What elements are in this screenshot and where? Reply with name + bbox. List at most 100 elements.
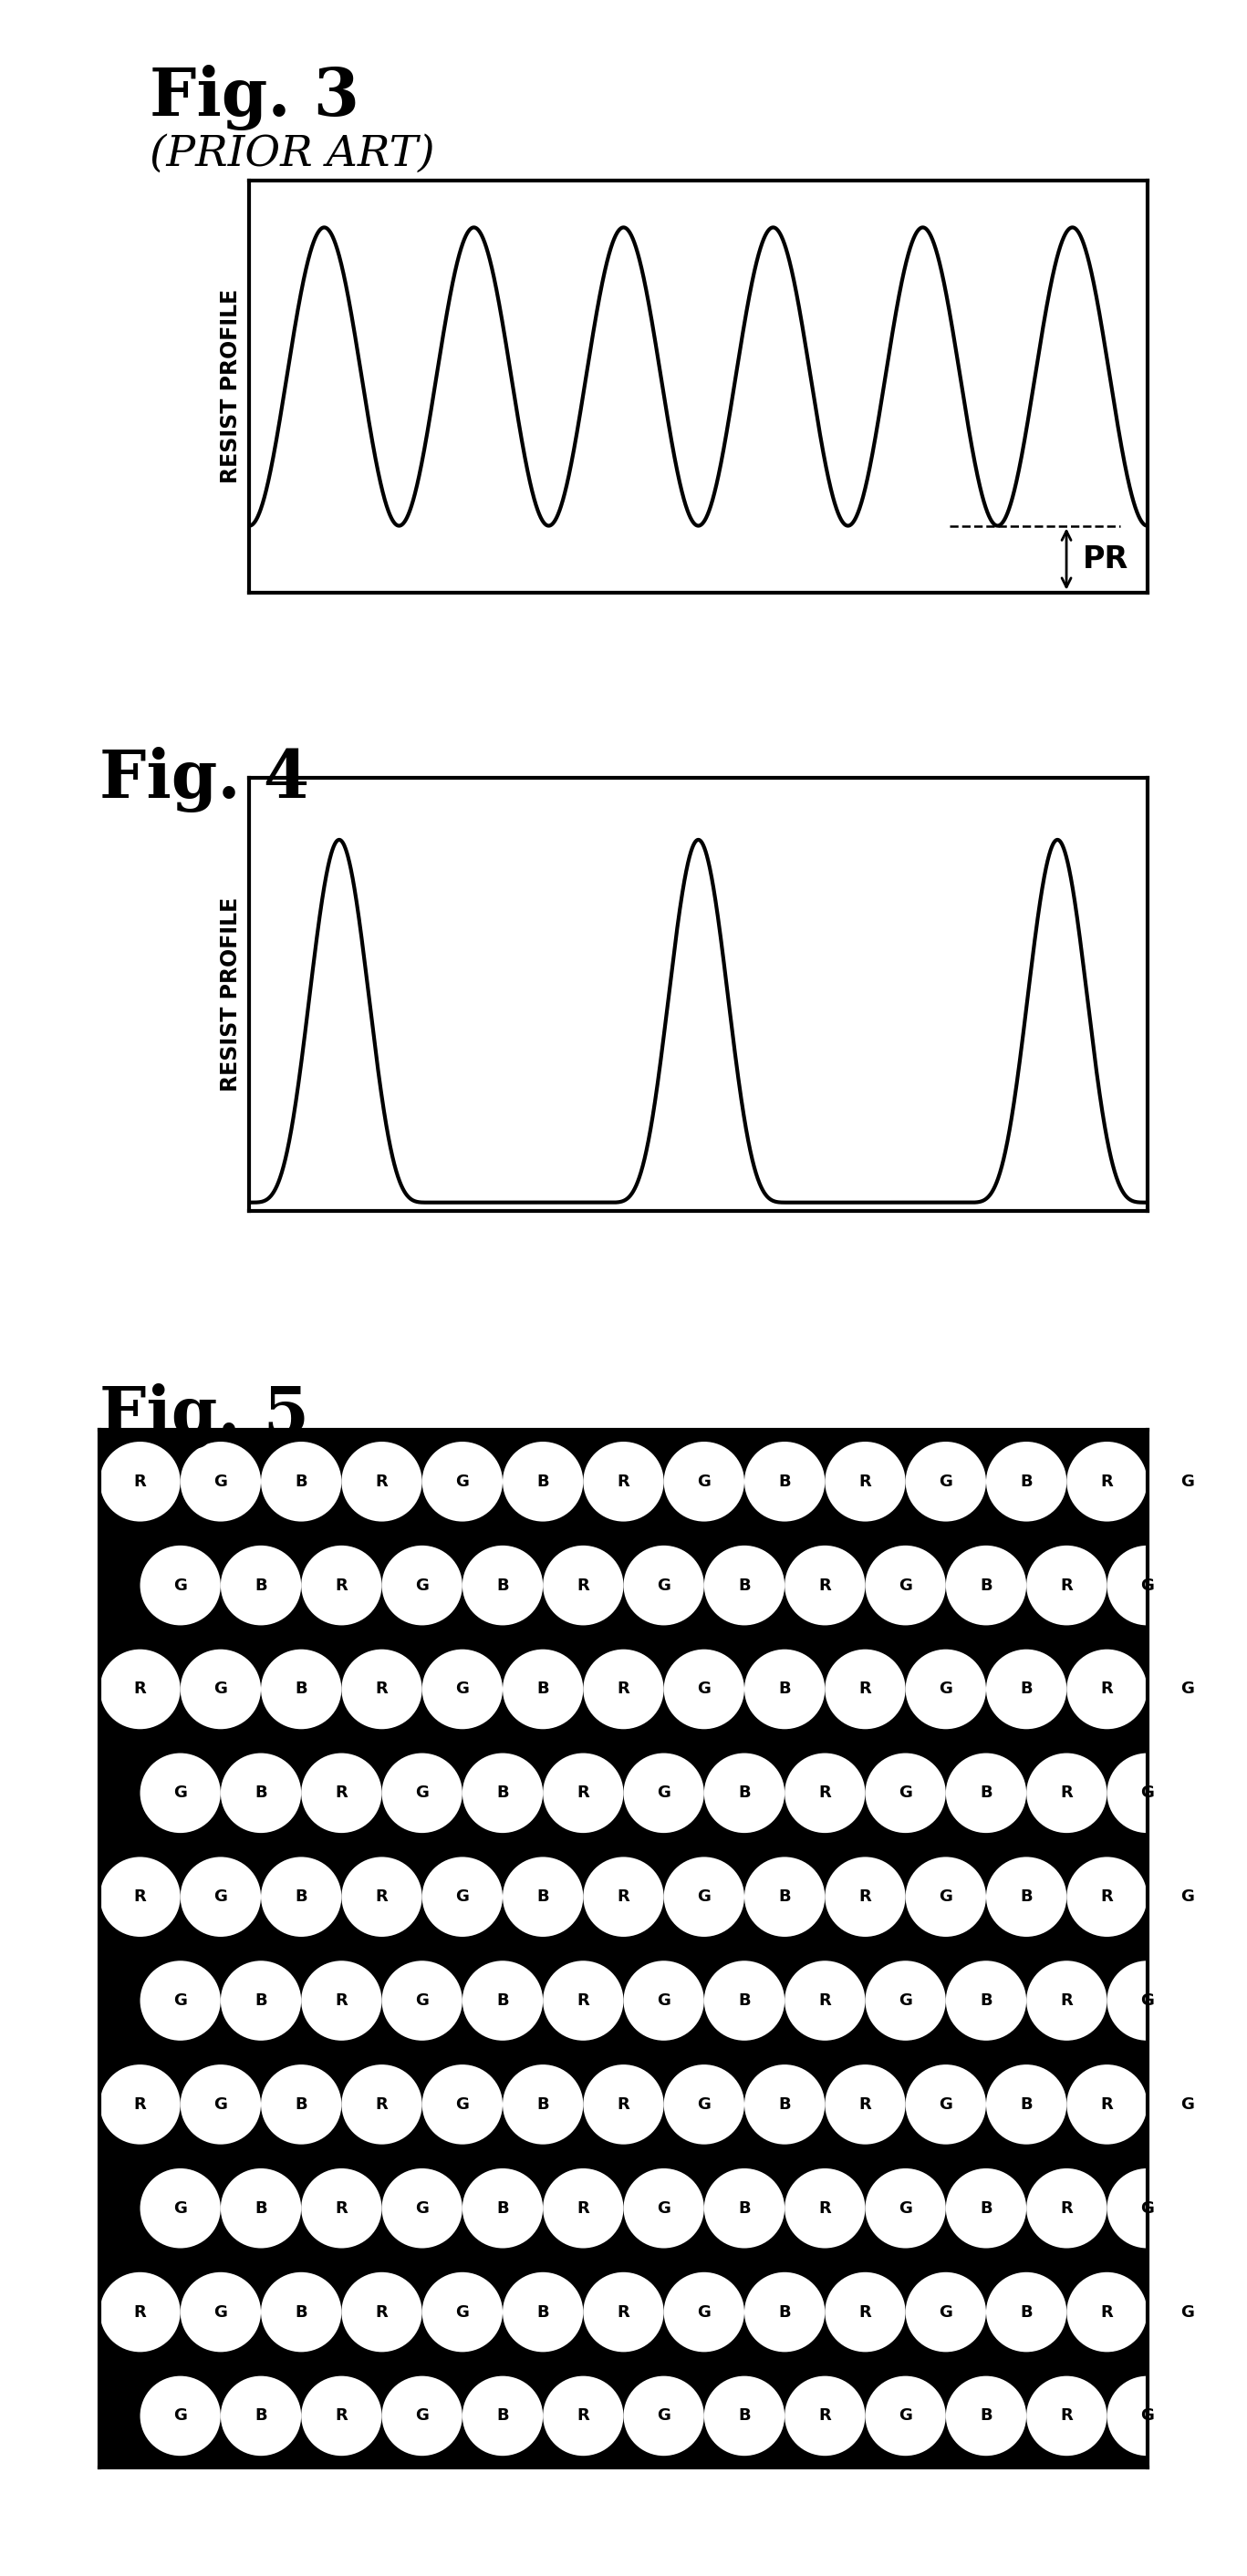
Circle shape <box>382 1960 463 2040</box>
Text: B: B <box>254 1785 267 1801</box>
Circle shape <box>261 1649 342 1728</box>
Text: G: G <box>455 1682 469 1698</box>
Circle shape <box>986 2063 1066 2143</box>
Text: R: R <box>375 2303 388 2321</box>
Circle shape <box>221 1546 302 1625</box>
Text: B: B <box>254 1991 267 2009</box>
Circle shape <box>705 1754 784 1834</box>
Text: R: R <box>859 1888 872 1906</box>
Text: R: R <box>133 2303 146 2321</box>
Circle shape <box>945 1546 1026 1625</box>
Text: B: B <box>778 2097 791 2112</box>
Circle shape <box>463 1546 542 1625</box>
Text: G: G <box>213 1682 227 1698</box>
Circle shape <box>342 1443 421 1522</box>
Text: G: G <box>1181 2303 1195 2321</box>
Circle shape <box>302 1754 382 1834</box>
Circle shape <box>100 2063 181 2143</box>
Circle shape <box>140 2169 221 2249</box>
Text: G: G <box>939 1682 953 1698</box>
Circle shape <box>826 2272 905 2352</box>
Circle shape <box>905 1857 986 1937</box>
Text: G: G <box>173 2200 187 2215</box>
Circle shape <box>1147 1649 1228 1728</box>
Circle shape <box>261 1443 342 1522</box>
Text: B: B <box>738 1577 751 1595</box>
Text: G: G <box>1141 2200 1153 2215</box>
Text: G: G <box>415 1991 429 2009</box>
Text: G: G <box>899 1785 913 1801</box>
Circle shape <box>865 1546 945 1625</box>
Circle shape <box>663 1443 744 1522</box>
Circle shape <box>865 2375 945 2455</box>
Circle shape <box>986 1857 1066 1937</box>
Circle shape <box>584 2272 663 2352</box>
Text: G: G <box>1181 1888 1195 1906</box>
Circle shape <box>302 1546 382 1625</box>
Circle shape <box>584 2063 663 2143</box>
Circle shape <box>705 1960 784 2040</box>
Circle shape <box>221 2169 302 2249</box>
Circle shape <box>221 1754 302 1834</box>
Text: R: R <box>819 1785 832 1801</box>
Circle shape <box>542 1960 624 2040</box>
Circle shape <box>826 1857 905 1937</box>
Y-axis label: RESIST PROFILE: RESIST PROFILE <box>219 289 242 484</box>
Text: G: G <box>939 2303 953 2321</box>
Text: B: B <box>980 1991 993 2009</box>
Circle shape <box>302 2375 382 2455</box>
Text: G: G <box>697 1473 711 1489</box>
Text: B: B <box>296 1682 308 1698</box>
Text: B: B <box>496 1785 509 1801</box>
Circle shape <box>421 2272 503 2352</box>
Circle shape <box>463 2375 542 2455</box>
Text: G: G <box>1181 2097 1195 2112</box>
Text: R: R <box>335 2200 348 2215</box>
Circle shape <box>584 1649 663 1728</box>
Text: G: G <box>1141 1577 1153 1595</box>
Text: G: G <box>455 2097 469 2112</box>
Circle shape <box>261 2272 342 2352</box>
Circle shape <box>342 2063 421 2143</box>
Circle shape <box>663 2272 744 2352</box>
Circle shape <box>221 2375 302 2455</box>
Circle shape <box>986 2272 1066 2352</box>
Circle shape <box>705 2169 784 2249</box>
Text: B: B <box>778 1473 791 1489</box>
Text: B: B <box>778 1888 791 1906</box>
Circle shape <box>826 1649 905 1728</box>
Circle shape <box>140 1546 221 1625</box>
Text: R: R <box>577 1991 590 2009</box>
Text: R: R <box>133 1888 146 1906</box>
Text: R: R <box>1101 1682 1114 1698</box>
Text: PR: PR <box>1082 544 1129 574</box>
Text: B: B <box>1020 2097 1033 2112</box>
Text: B: B <box>738 2409 751 2424</box>
Circle shape <box>503 2272 584 2352</box>
Circle shape <box>181 1443 261 1522</box>
Text: B: B <box>536 1473 549 1489</box>
Text: B: B <box>738 2200 751 2215</box>
Text: B: B <box>536 2097 549 2112</box>
Circle shape <box>784 2169 865 2249</box>
Text: G: G <box>213 2303 227 2321</box>
Text: G: G <box>173 1785 187 1801</box>
Circle shape <box>744 1649 826 1728</box>
Text: G: G <box>899 1991 913 2009</box>
Text: R: R <box>1101 1473 1114 1489</box>
Text: G: G <box>415 2409 429 2424</box>
Text: B: B <box>1020 2303 1033 2321</box>
Circle shape <box>1026 2169 1107 2249</box>
Circle shape <box>421 2063 503 2143</box>
Circle shape <box>1107 1960 1187 2040</box>
Circle shape <box>624 1546 705 1625</box>
Text: G: G <box>415 1577 429 1595</box>
Text: G: G <box>697 2097 711 2112</box>
Text: R: R <box>335 2409 348 2424</box>
Text: R: R <box>819 1577 832 1595</box>
Text: B: B <box>536 1888 549 1906</box>
Circle shape <box>181 1857 261 1937</box>
Circle shape <box>503 1649 584 1728</box>
Circle shape <box>744 1857 826 1937</box>
Circle shape <box>826 1443 905 1522</box>
